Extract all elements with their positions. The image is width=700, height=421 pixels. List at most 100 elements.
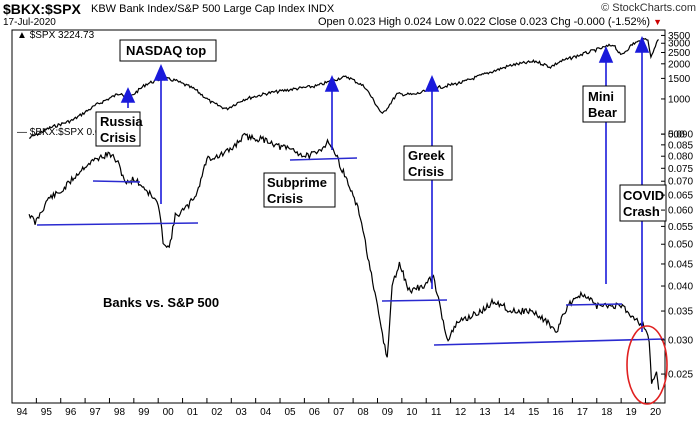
ratio-y-tick-label: 0.050 — [668, 240, 693, 251]
ratio-y-tick-label: 0.025 — [668, 370, 693, 381]
covid-label-line2: Crash — [623, 204, 660, 219]
greek-label-line2: Crisis — [408, 164, 444, 179]
russia-label-line2: Crisis — [100, 130, 136, 145]
support-line-greek — [381, 299, 448, 302]
arrow-subprime-head — [324, 74, 340, 92]
x-tick-label: 19 — [626, 407, 638, 418]
nasdaq-label: NASDAQ top — [126, 43, 206, 58]
x-tick-label: 14 — [504, 407, 516, 418]
x-tick-label: 05 — [284, 407, 296, 418]
spx-y-tick-label: 2500 — [668, 48, 691, 59]
support-line-2012 — [433, 338, 665, 346]
spx-y-tick-label: 3500 — [668, 31, 691, 42]
ratio-y-tick-label: 0.035 — [668, 307, 693, 318]
minibear-label-line2: Bear — [588, 105, 617, 120]
ratio-y-tick-label: 0.060 — [668, 206, 693, 217]
x-tick-label: 10 — [406, 407, 418, 418]
spx-y-tick-label: 2000 — [668, 59, 691, 70]
covid-box — [619, 184, 667, 222]
ohlc-readout: Open 0.023 High 0.024 Low 0.022 Close 0.… — [318, 16, 662, 28]
subprime-label-line2: Crisis — [267, 191, 303, 206]
ratio-legend: — $BKX:$SPX 0.023 — [17, 127, 112, 138]
x-tick-label: 09 — [382, 407, 394, 418]
x-tick-label: 15 — [528, 407, 540, 418]
ratio-legend-text: $BKX:$SPX 0.023 — [29, 127, 112, 138]
support-line-russia — [92, 180, 141, 183]
x-axis: 94 95 96 97 98 99 00 01 02 03 04 05 06 07 08 09 10 11 12 13… — [11, 398, 662, 418]
x-tick-label: 99 — [138, 407, 150, 418]
x-tick-label: 94 — [16, 407, 28, 418]
annotation-arrows — [120, 35, 650, 332]
brand-label: © StockCharts.com — [601, 2, 696, 14]
x-tick-label: 97 — [90, 407, 102, 418]
ratio-y-tick-label: 0.045 — [668, 259, 693, 270]
ratio-y-tick-label: 0.040 — [668, 282, 693, 293]
plot-frame — [11, 29, 666, 404]
arrow-minibear-head — [598, 45, 614, 63]
spx-legend-text: $SPX 3224.73 — [29, 30, 95, 41]
x-tick-label: 03 — [236, 407, 248, 418]
covid-highlight-ellipse — [626, 325, 668, 405]
ratio-y-tick-label: 0.070 — [668, 177, 693, 188]
arrow-covid-head — [634, 35, 650, 53]
spx-legend: ▲ $SPX 3224.73 — [17, 30, 94, 41]
support-line-minibear — [565, 303, 623, 306]
minibear-box — [582, 85, 626, 123]
ratio-series — [28, 132, 660, 390]
x-tick-label: 16 — [552, 407, 564, 418]
chart-subtitle: KBW Bank Index/S&P 500 Large Cap Index I… — [91, 3, 335, 15]
support-line-subprime — [289, 157, 358, 161]
ratio-y-tick-label: 0.080 — [668, 152, 693, 163]
ratio-y-tick-label: 0.065 — [668, 191, 693, 202]
x-tick-label: 02 — [211, 407, 223, 418]
x-tick-label: 04 — [260, 407, 272, 418]
arrow-nasdaq-head — [153, 63, 169, 81]
spx-y-tick-label: 1500 — [668, 74, 691, 85]
x-tick-label: 20 — [650, 407, 662, 418]
x-tick-label: 01 — [187, 407, 199, 418]
spx-y-tick-label: 1000 — [668, 94, 691, 105]
x-tick-label: 08 — [358, 407, 370, 418]
ratio-y-tick-label: 0.090 — [668, 130, 693, 141]
subprime-label-line1: Subprime — [267, 175, 327, 190]
chart-date: 17-Jul-2020 — [3, 17, 56, 28]
x-tick-label: 12 — [455, 407, 467, 418]
chart-symbol: $BKX:$SPX — [3, 1, 81, 17]
ratio-y-tick-label: 0.055 — [668, 222, 693, 233]
x-tick-label: 00 — [163, 407, 175, 418]
annotation-boxes: NASDAQ top Russia Crisis Subprime Crisis… — [95, 39, 667, 310]
spx-legend-icon: ▲ — [17, 30, 27, 41]
spx-line — [28, 37, 660, 139]
spx-series — [28, 37, 660, 139]
banks-label: Banks vs. S&P 500 — [103, 295, 219, 310]
x-tick-label: 96 — [65, 407, 77, 418]
x-tick-label: 11 — [431, 407, 442, 418]
nasdaq-box — [119, 39, 217, 62]
x-tick-label: 18 — [601, 407, 613, 418]
ohlc-text: Open 0.023 High 0.024 Low 0.022 Close 0.… — [318, 16, 651, 28]
support-line-1995 — [36, 222, 199, 226]
support-lines — [36, 157, 665, 346]
ratio-y-tick-label: 0.085 — [668, 140, 693, 151]
x-tick-label: 13 — [479, 407, 491, 418]
greek-box — [403, 145, 453, 181]
ratio-y-tick-label: 0.030 — [668, 335, 693, 346]
spx-y-tick-label: 3000 — [668, 39, 691, 50]
spx-y-tick-label: 500 — [668, 130, 685, 141]
arrow-greek-head — [424, 74, 440, 92]
x-tick-label: 06 — [309, 407, 321, 418]
minibear-label-line1: Mini — [588, 89, 614, 104]
russia-label-line1: Russia — [100, 114, 143, 129]
covid-label-line1: COVID — [623, 188, 664, 203]
arrow-russia-head — [120, 87, 136, 103]
down-triangle-icon: ▼ — [653, 17, 663, 27]
x-tick-label: 95 — [41, 407, 53, 418]
subprime-box — [263, 172, 336, 208]
ratio-legend-icon: — — [17, 127, 27, 138]
russia-box — [95, 111, 141, 147]
ratio-line — [28, 132, 660, 390]
